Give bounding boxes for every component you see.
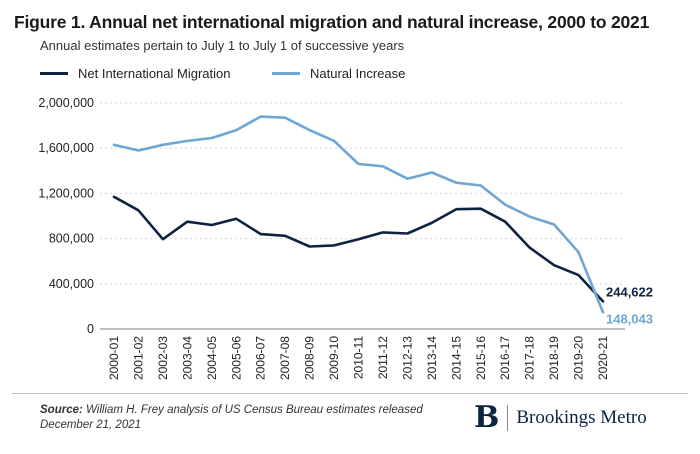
y-axis-ticks: 0 400,000 800,000 1,200,000 1,600,000 2,000,0… bbox=[38, 96, 94, 336]
y-tick-label: 2,000,000 bbox=[38, 96, 94, 110]
logo-divider bbox=[507, 405, 509, 431]
y-tick-label: 800,000 bbox=[49, 232, 94, 246]
legend-label-natural-increase: Natural Increase bbox=[310, 66, 406, 81]
x-tick-label: 2005-06 bbox=[229, 336, 243, 380]
x-tick-label: 2002-03 bbox=[156, 336, 170, 380]
legend-item-net-international-migration: Net International Migration bbox=[40, 66, 230, 81]
x-tick-label: 2019-20 bbox=[572, 336, 586, 380]
x-tick-label: 2007-08 bbox=[278, 336, 292, 380]
y-tick-label: 1,200,000 bbox=[38, 186, 94, 200]
end-value-label: 244,622 bbox=[606, 284, 653, 299]
legend-swatch-net-international-migration bbox=[40, 72, 68, 75]
source-label: Source: bbox=[40, 404, 83, 416]
y-tick-label: 0 bbox=[87, 322, 94, 336]
x-tick-label: 2001-02 bbox=[131, 336, 145, 380]
logo-text: Brookings Metro bbox=[516, 407, 647, 428]
x-tick-label: 2020-21 bbox=[596, 336, 610, 380]
x-tick-label: 2014-15 bbox=[449, 336, 463, 380]
y-tick-label: 400,000 bbox=[49, 277, 94, 291]
x-tick-label: 2017-18 bbox=[523, 336, 537, 380]
x-tick-label: 2013-14 bbox=[425, 336, 439, 380]
source-text: William H. Frey analysis of US Census Bu… bbox=[40, 404, 423, 431]
chart-title: Figure 1. Annual net international migra… bbox=[14, 12, 650, 32]
footer-divider bbox=[12, 393, 688, 394]
x-tick-label: 2004-05 bbox=[205, 336, 219, 380]
x-tick-label: 2011-12 bbox=[376, 336, 390, 379]
legend-label-net-international-migration: Net International Migration bbox=[78, 66, 231, 81]
logo-mark: B bbox=[474, 400, 500, 435]
source-note: Source: William H. Frey analysis of US C… bbox=[40, 403, 440, 433]
brookings-metro-logo: B Brookings Metro bbox=[474, 400, 647, 436]
series-line-net-international-migration bbox=[112, 195, 605, 303]
x-tick-label: 2003-04 bbox=[180, 336, 194, 380]
series-layer bbox=[112, 115, 605, 314]
end-value-label: 148,043 bbox=[606, 311, 653, 326]
x-tick-label: 2010-11 bbox=[352, 336, 366, 379]
x-tick-label: 2009-10 bbox=[327, 336, 341, 380]
x-tick-label: 2000-01 bbox=[107, 336, 121, 380]
x-tick-label: 2016-17 bbox=[498, 336, 512, 380]
x-tick-label: 2012-13 bbox=[400, 336, 414, 380]
legend-swatch-natural-increase bbox=[272, 72, 300, 75]
end-labels: 244,622 148,043 bbox=[606, 284, 653, 326]
legend-item-natural-increase: Natural Increase bbox=[272, 66, 405, 81]
x-tick-label: 2018-19 bbox=[547, 336, 561, 380]
x-tick-label: 2015-16 bbox=[474, 336, 488, 380]
x-tick-label: 2008-09 bbox=[303, 336, 317, 380]
series-line-natural-increase bbox=[112, 115, 605, 314]
grid-layer bbox=[100, 102, 625, 330]
x-tick-label: 2006-07 bbox=[254, 336, 268, 380]
chart-subtitle: Annual estimates pertain to July 1 to Ju… bbox=[40, 38, 405, 53]
x-axis-ticks: 2000-01 2001-02 2002-03 2003-04 2004-05 2005-… bbox=[107, 336, 610, 380]
y-tick-label: 1,600,000 bbox=[38, 141, 94, 155]
